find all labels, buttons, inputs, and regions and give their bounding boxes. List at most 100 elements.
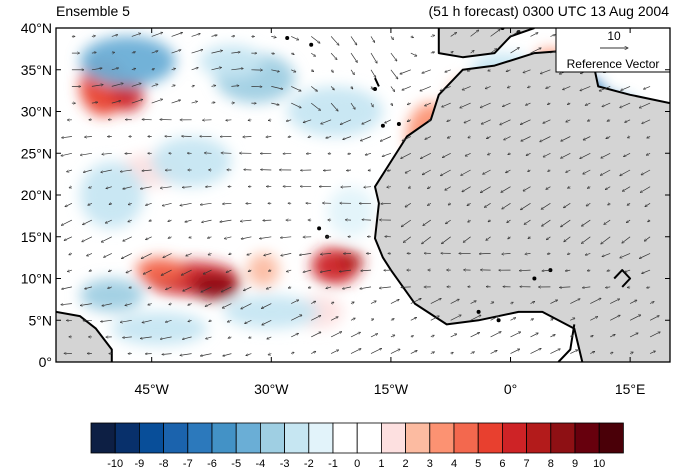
wind-vector bbox=[370, 52, 377, 63]
wind-vector bbox=[339, 269, 352, 272]
wind-vector bbox=[450, 32, 457, 37]
wind-vector bbox=[209, 320, 212, 321]
wind-vector bbox=[231, 36, 235, 37]
wind-vector bbox=[627, 137, 630, 138]
wind-vector bbox=[450, 315, 462, 321]
wind-vector bbox=[211, 67, 222, 71]
wind-vector bbox=[362, 119, 372, 124]
wind-vector bbox=[548, 170, 551, 172]
wind-vector bbox=[280, 237, 292, 238]
wind-vector bbox=[445, 69, 451, 72]
wind-vector bbox=[320, 269, 332, 272]
wind-vector bbox=[464, 119, 471, 123]
wind-vector bbox=[624, 152, 631, 156]
wind-vector bbox=[411, 336, 414, 337]
colorbar-label: -6 bbox=[207, 458, 217, 470]
wind-vector bbox=[241, 236, 252, 239]
wind-vector bbox=[550, 300, 557, 304]
wind-vector bbox=[546, 236, 551, 240]
wind-vector bbox=[371, 319, 374, 320]
wind-vector bbox=[420, 86, 431, 91]
wind-vector bbox=[525, 253, 531, 254]
coastline-segment bbox=[557, 324, 576, 362]
wind-vector bbox=[330, 350, 339, 354]
wind-vector bbox=[368, 170, 372, 171]
colorbar: -10 -9 -8 -7 -6 -5 -4 -3 -2 -1 0 1 2 3 4 5 6 7 8 9 10 bbox=[90, 422, 624, 470]
wind-vector bbox=[625, 119, 631, 123]
wind-vector bbox=[620, 102, 631, 108]
island-mark bbox=[380, 123, 385, 128]
wind-vector bbox=[605, 287, 611, 288]
colorbar-label: 1 bbox=[378, 458, 384, 470]
wind-vector bbox=[291, 36, 299, 40]
wind-vector bbox=[401, 152, 411, 158]
wind-vector bbox=[390, 299, 399, 304]
wind-vector bbox=[422, 69, 431, 73]
wind-vector bbox=[504, 136, 511, 140]
wind-vector bbox=[291, 86, 301, 91]
wind-vector bbox=[140, 336, 152, 339]
wind-vector bbox=[390, 52, 397, 61]
wind-vector bbox=[350, 36, 357, 45]
wind-vector bbox=[271, 86, 283, 89]
wind-vector bbox=[143, 269, 152, 274]
lat-tick-label: 35°N bbox=[21, 62, 52, 78]
wind-vector bbox=[128, 203, 132, 204]
wind-vector bbox=[510, 47, 520, 54]
wind-vector bbox=[211, 35, 218, 36]
colorbar-swatch bbox=[598, 422, 624, 454]
wind-vector bbox=[561, 136, 571, 142]
wind-vector bbox=[390, 86, 395, 91]
wind-vector bbox=[402, 136, 411, 141]
wind-vector bbox=[241, 303, 252, 309]
map-title-right: (51 h forecast) 0300 UTC 13 Aug 2004 bbox=[429, 3, 670, 19]
wind-vector bbox=[288, 137, 292, 138]
wind-vector bbox=[601, 152, 611, 158]
colorbar-label: -10 bbox=[107, 458, 123, 470]
wind-vector bbox=[361, 270, 372, 271]
wind-vector bbox=[267, 336, 272, 339]
wind-vector bbox=[649, 316, 659, 321]
wind-vector bbox=[462, 86, 471, 90]
wind-vector bbox=[141, 253, 152, 258]
wind-vector bbox=[330, 332, 342, 338]
wind-vector bbox=[530, 33, 539, 37]
wind-vector bbox=[120, 319, 132, 322]
wind-vector bbox=[80, 303, 92, 306]
wind-vector bbox=[162, 354, 172, 355]
wind-vector bbox=[162, 202, 172, 205]
wind-vector bbox=[326, 287, 332, 289]
wind-vector bbox=[564, 236, 571, 242]
wind-vector bbox=[486, 236, 491, 241]
wind-vector bbox=[490, 316, 499, 321]
wind-vector bbox=[121, 253, 132, 258]
wind-vector bbox=[520, 203, 531, 210]
wind-vector bbox=[125, 303, 132, 306]
africa-land bbox=[375, 48, 670, 362]
wind-vector bbox=[350, 102, 355, 109]
lat-tick-label: 40°N bbox=[21, 20, 52, 36]
wind-vector bbox=[400, 69, 411, 74]
wind-vector bbox=[546, 186, 551, 190]
wind-vector bbox=[629, 300, 637, 304]
wind-vector bbox=[85, 286, 92, 289]
wind-vector bbox=[528, 86, 531, 87]
wind-vector bbox=[283, 153, 292, 154]
wind-vector bbox=[111, 35, 118, 37]
colorbar-swatch bbox=[138, 422, 164, 454]
wind-vector bbox=[528, 237, 531, 239]
island-mark bbox=[285, 36, 290, 40]
wind-vector bbox=[565, 270, 571, 271]
wind-vector bbox=[390, 36, 394, 39]
wind-vectors bbox=[61, 29, 661, 356]
colorbar-swatch bbox=[259, 422, 285, 454]
wind-vector bbox=[604, 219, 611, 224]
wind-vector bbox=[507, 86, 511, 87]
wind-vector bbox=[570, 350, 578, 354]
wind-vector bbox=[61, 152, 72, 156]
wind-vector bbox=[266, 137, 272, 138]
wind-vector bbox=[320, 253, 332, 254]
wind-vector bbox=[330, 102, 338, 111]
wind-vector bbox=[191, 50, 203, 54]
wind-vector bbox=[200, 202, 212, 205]
